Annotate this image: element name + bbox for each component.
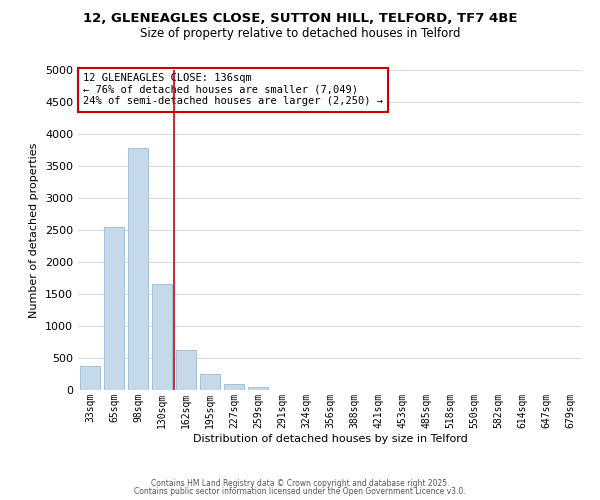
Text: 12, GLENEAGLES CLOSE, SUTTON HILL, TELFORD, TF7 4BE: 12, GLENEAGLES CLOSE, SUTTON HILL, TELFO… <box>83 12 517 26</box>
Text: 12 GLENEAGLES CLOSE: 136sqm
← 76% of detached houses are smaller (7,049)
24% of : 12 GLENEAGLES CLOSE: 136sqm ← 76% of det… <box>83 73 383 106</box>
Bar <box>224 384 244 390</box>
Bar <box>200 374 220 390</box>
Bar <box>104 227 124 390</box>
X-axis label: Distribution of detached houses by size in Telford: Distribution of detached houses by size … <box>193 434 467 444</box>
Bar <box>80 366 100 390</box>
Bar <box>128 148 148 390</box>
Y-axis label: Number of detached properties: Number of detached properties <box>29 142 40 318</box>
Bar <box>152 284 172 390</box>
Bar <box>176 350 196 390</box>
Text: Size of property relative to detached houses in Telford: Size of property relative to detached ho… <box>140 28 460 40</box>
Bar <box>248 387 268 390</box>
Text: Contains HM Land Registry data © Crown copyright and database right 2025.: Contains HM Land Registry data © Crown c… <box>151 478 449 488</box>
Text: Contains public sector information licensed under the Open Government Licence v3: Contains public sector information licen… <box>134 487 466 496</box>
